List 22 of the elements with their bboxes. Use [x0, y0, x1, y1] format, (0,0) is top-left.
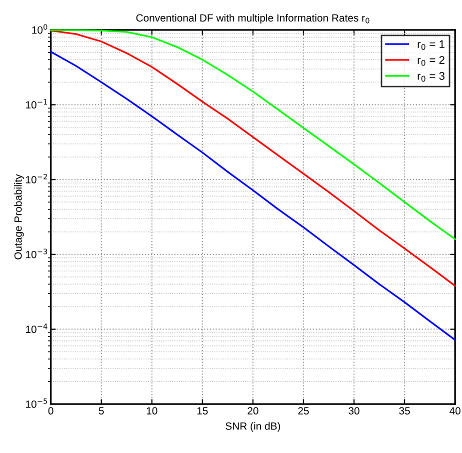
x-tick-label: 15 [197, 407, 208, 415]
y-tick-label: 10$^{−3}$ [26, 248, 48, 258]
y-tick-label: 10$^{−1}$ [26, 99, 47, 109]
x-tick-label: 40 [450, 407, 460, 415]
x-tick-label: 35 [399, 407, 410, 415]
x-tick-label: 25 [298, 407, 309, 415]
chart-title: Conventional DF with multiple Information Rates r$_{0}$ [136, 14, 370, 24]
legend-label: r$_{0}$ = 3 [418, 72, 444, 82]
y-tick-label: 10$^{−5}$ [26, 398, 48, 408]
y-tick-label: 10$^{−4}$ [26, 324, 48, 334]
x-tick-label: 30 [348, 407, 360, 415]
legend-label: r$_{0}$ = 2 [418, 56, 444, 66]
y-tick-label: 10$^{0}$ [32, 24, 48, 34]
x-tick-label: 0 [48, 407, 54, 415]
y-tick-label: 10$^{−2}$ [26, 174, 47, 184]
legend-label: r$_{0}$ = 1 [418, 40, 444, 50]
line-series [50, 50, 456, 341]
x-tick-label: 10 [146, 407, 158, 415]
x-tick-label: 20 [248, 407, 258, 415]
y-axis-title: Outage Probability [14, 174, 24, 260]
x-axis-title: SNR (in dB) [226, 422, 280, 432]
x-tick-label: 5 [98, 407, 104, 415]
